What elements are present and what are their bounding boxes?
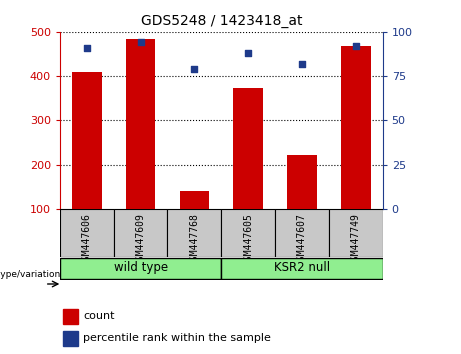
- Bar: [63, 331, 78, 346]
- Text: genotype/variation: genotype/variation: [0, 270, 61, 279]
- Bar: [60, 258, 221, 279]
- Bar: [114, 209, 167, 257]
- Text: GSM447606: GSM447606: [82, 213, 92, 266]
- Bar: [126, 39, 155, 209]
- Bar: [63, 309, 78, 324]
- Text: count: count: [83, 312, 115, 321]
- Bar: [275, 209, 329, 257]
- Bar: [221, 258, 383, 279]
- Text: wild type: wild type: [113, 261, 168, 274]
- Bar: [72, 72, 101, 209]
- Bar: [341, 46, 371, 209]
- Text: KSR2 null: KSR2 null: [274, 261, 330, 274]
- Bar: [180, 191, 209, 209]
- Bar: [60, 209, 114, 257]
- Text: percentile rank within the sample: percentile rank within the sample: [83, 333, 271, 343]
- Point: [352, 43, 360, 49]
- Point: [244, 50, 252, 56]
- Text: GSM447605: GSM447605: [243, 213, 253, 266]
- Bar: [221, 209, 275, 257]
- Bar: [233, 88, 263, 209]
- Bar: [329, 209, 383, 257]
- Point: [191, 66, 198, 72]
- Text: GSM447768: GSM447768: [189, 213, 200, 266]
- Text: GSM447609: GSM447609: [136, 213, 146, 266]
- Title: GDS5248 / 1423418_at: GDS5248 / 1423418_at: [141, 14, 302, 28]
- Bar: [167, 209, 221, 257]
- Text: GSM447749: GSM447749: [351, 213, 361, 266]
- Point: [298, 61, 306, 67]
- Point: [83, 45, 90, 51]
- Point: [137, 40, 144, 45]
- Text: GSM447607: GSM447607: [297, 213, 307, 266]
- Bar: [287, 155, 317, 209]
